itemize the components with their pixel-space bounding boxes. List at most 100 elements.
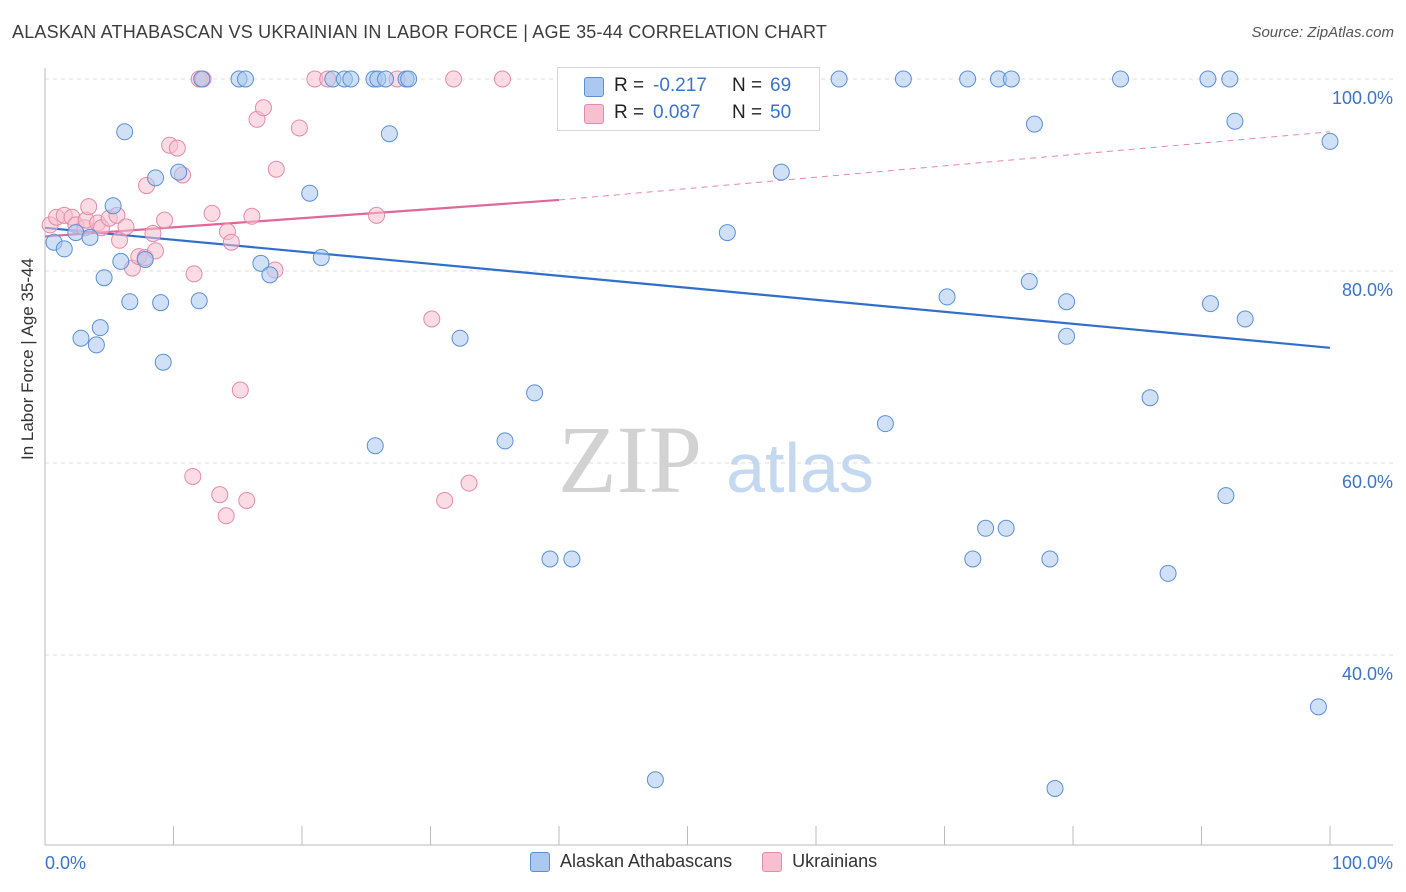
data-point-alaskan-athabascans — [81, 228, 99, 246]
data-point-alaskan-athabascans — [964, 550, 982, 568]
data-point-ukrainians — [436, 491, 454, 509]
data-point-ukrainians — [144, 225, 162, 243]
legend-item-alaskan-athabascans[interactable]: Alaskan Athabascans — [530, 851, 732, 872]
data-point-ukrainians — [217, 507, 235, 525]
data-point-ukrainians — [222, 233, 240, 251]
data-point-alaskan-athabascans — [876, 415, 894, 433]
data-point-alaskan-athabascans — [563, 550, 581, 568]
data-point-alaskan-athabascans — [190, 292, 208, 310]
data-point-ukrainians — [290, 119, 308, 137]
pink-swatch-icon — [584, 104, 604, 124]
n-label: N = — [732, 75, 763, 96]
data-point-alaskan-athabascans — [147, 169, 165, 187]
data-point-alaskan-athabascans — [170, 163, 188, 181]
watermark: ZIP atlas — [558, 406, 874, 513]
legend-item-ukrainians[interactable]: Ukrainians — [762, 851, 877, 872]
legend-label: Ukrainians — [792, 851, 878, 871]
data-point-alaskan-athabascans — [1236, 310, 1254, 328]
data-point-alaskan-athabascans — [193, 70, 211, 88]
data-point-ukrainians — [267, 160, 285, 178]
data-point-ukrainians — [117, 218, 135, 236]
data-point-alaskan-athabascans — [261, 266, 279, 284]
trend-line-ukrainians-extension — [558, 131, 1331, 201]
data-point-alaskan-athabascans — [400, 70, 418, 88]
data-point-alaskan-athabascans — [1058, 327, 1076, 345]
blue-swatch-icon — [530, 851, 550, 872]
data-point-alaskan-athabascans — [342, 70, 360, 88]
data-point-ukrainians — [243, 207, 261, 225]
data-point-ukrainians — [423, 310, 441, 328]
data-point-alaskan-athabascans — [366, 437, 384, 455]
data-point-alaskan-athabascans — [87, 336, 105, 354]
data-point-ukrainians — [156, 211, 174, 229]
data-point-alaskan-athabascans — [55, 240, 73, 258]
data-point-alaskan-athabascans — [526, 384, 544, 402]
data-point-alaskan-athabascans — [380, 125, 398, 143]
data-point-alaskan-athabascans — [1041, 550, 1059, 568]
legend-label: Alaskan Athabascans — [560, 851, 733, 871]
data-point-alaskan-athabascans — [772, 163, 790, 181]
grid-lines — [45, 78, 1393, 656]
data-point-alaskan-athabascans — [1221, 70, 1239, 88]
data-point-alaskan-athabascans — [496, 432, 514, 450]
source-credit: Source: ZipAtlas.com — [1251, 24, 1394, 41]
data-point-alaskan-athabascans — [95, 269, 113, 287]
data-point-alaskan-athabascans — [1321, 132, 1339, 150]
data-point-ukrainians — [254, 99, 272, 117]
data-point-alaskan-athabascans — [301, 184, 319, 202]
data-point-ukrainians — [211, 486, 229, 504]
data-point-ukrainians — [185, 265, 203, 283]
y-tick-label: 80.0% — [1342, 280, 1393, 300]
data-point-alaskan-athabascans — [91, 319, 109, 337]
data-point-alaskan-athabascans — [154, 353, 172, 371]
y-tick-label: 60.0% — [1342, 472, 1393, 492]
data-point-alaskan-athabascans — [1217, 487, 1235, 505]
data-point-alaskan-athabascans — [377, 70, 395, 88]
data-point-alaskan-athabascans — [152, 294, 170, 312]
data-point-alaskan-athabascans — [1020, 273, 1038, 291]
blue-n-value: 69 — [770, 75, 792, 96]
data-point-alaskan-athabascans — [1159, 564, 1177, 582]
pink-n-value: 50 — [770, 102, 792, 123]
n-label: N = — [732, 102, 763, 123]
data-point-alaskan-athabascans — [121, 293, 139, 311]
blue-r-value: -0.217 — [653, 75, 707, 96]
data-point-alaskan-athabascans — [646, 771, 664, 789]
data-point-alaskan-athabascans — [830, 70, 848, 88]
pink-swatch-icon — [762, 851, 783, 872]
y-tick-label: 100.0% — [1332, 88, 1393, 108]
data-point-alaskan-athabascans — [938, 288, 956, 306]
data-point-ukrainians — [168, 139, 186, 157]
data-point-alaskan-athabascans — [1309, 698, 1327, 716]
data-point-ukrainians — [203, 204, 221, 222]
y-tick-label: 40.0% — [1342, 664, 1393, 684]
data-point-alaskan-athabascans — [1112, 70, 1130, 88]
data-point-alaskan-athabascans — [977, 519, 995, 537]
data-point-ukrainians — [460, 474, 478, 492]
chart-title: ALASKAN ATHABASCAN VS UKRAINIAN IN LABOR… — [12, 22, 828, 42]
data-point-alaskan-athabascans — [112, 252, 130, 270]
data-point-alaskan-athabascans — [894, 70, 912, 88]
data-point-ukrainians — [493, 70, 511, 88]
legend: Alaskan Athabascans Ukrainians — [530, 851, 907, 872]
data-point-alaskan-athabascans — [1025, 115, 1043, 133]
y-axis-title: In Labor Force | Age 35-44 — [18, 258, 37, 460]
data-point-alaskan-athabascans — [541, 550, 559, 568]
r-label: R = — [614, 75, 645, 96]
data-point-alaskan-athabascans — [116, 123, 134, 141]
data-point-ukrainians — [184, 467, 202, 485]
data-point-alaskan-athabascans — [312, 249, 330, 267]
data-point-ukrainians — [238, 491, 256, 509]
axes — [44, 68, 1393, 846]
data-point-alaskan-athabascans — [104, 197, 122, 215]
data-point-alaskan-athabascans — [997, 519, 1015, 537]
data-point-alaskan-athabascans — [1201, 295, 1219, 313]
data-point-ukrainians — [368, 206, 386, 224]
data-point-alaskan-athabascans — [959, 70, 977, 88]
data-point-alaskan-athabascans — [236, 70, 254, 88]
data-point-alaskan-athabascans — [67, 224, 85, 242]
r-label: R = — [614, 102, 645, 123]
watermark-atlas: atlas — [726, 429, 874, 507]
x-tick-label: 0.0% — [45, 853, 86, 873]
